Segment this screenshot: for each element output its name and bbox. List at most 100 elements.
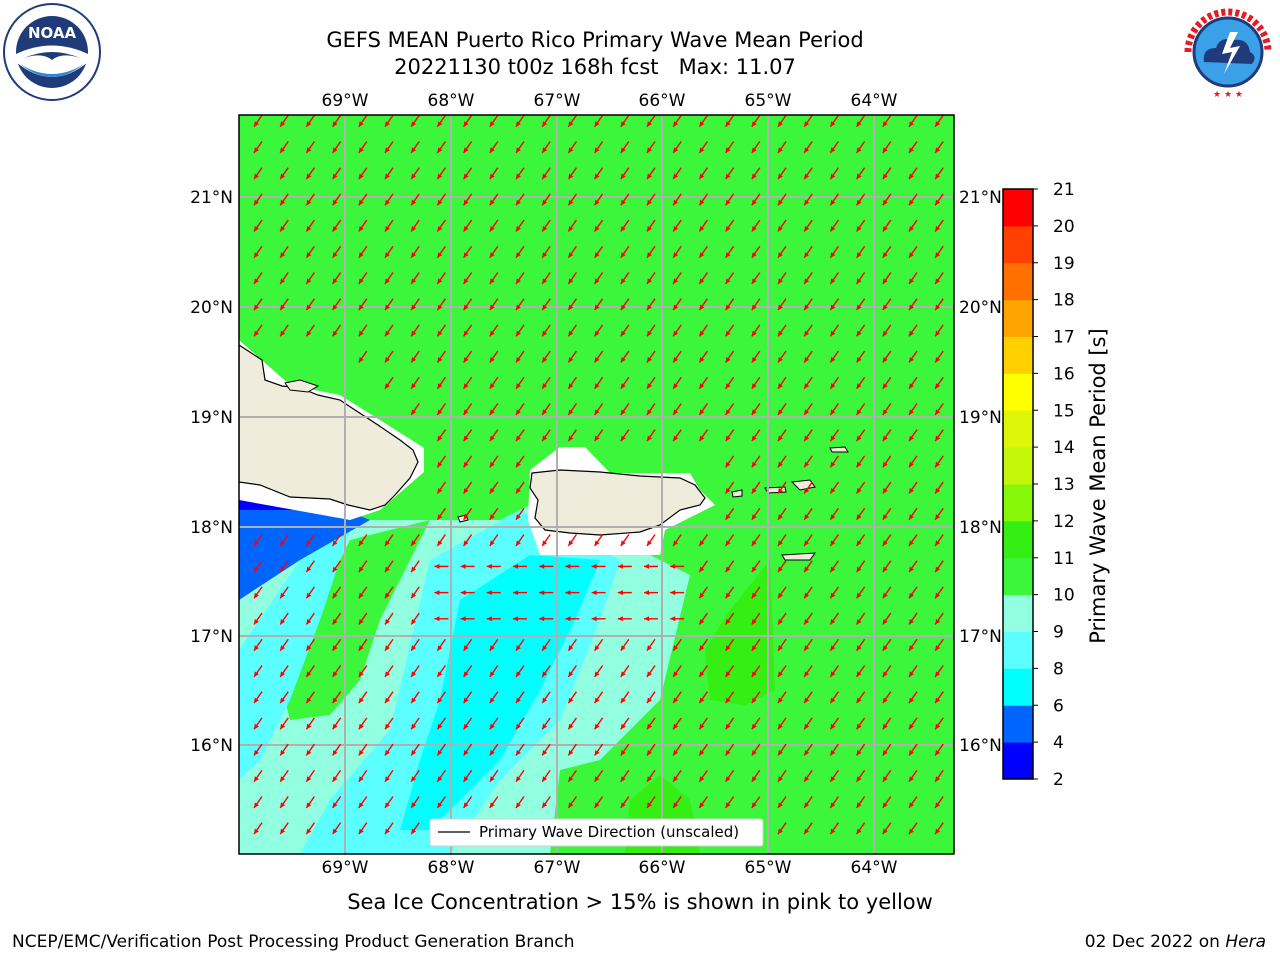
wave-direction-arrow [670, 590, 685, 596]
wave-direction-arrow [305, 691, 315, 704]
wave-direction-arrow [591, 590, 606, 596]
colorbar-segment [1003, 742, 1033, 780]
wave-direction-arrow [332, 769, 342, 783]
wave-direction-arrow [672, 298, 682, 311]
colorbar-segment [1003, 410, 1033, 448]
wave-direction-arrow [410, 350, 420, 363]
wave-direction-arrow [358, 691, 368, 704]
wave-direction-arrow [384, 272, 394, 285]
wave-direction-arrow [332, 245, 342, 259]
wave-direction-arrow [646, 743, 656, 756]
wave-direction-arrow [384, 193, 394, 206]
wave-direction-arrow [934, 507, 944, 521]
wave-direction-arrow [934, 193, 944, 206]
wave-direction-arrow [489, 429, 499, 442]
wave-direction-arrow [567, 403, 577, 416]
wave-direction-arrow [489, 403, 499, 416]
wave-direction-arrow [803, 219, 813, 232]
wave-direction-arrow [882, 245, 892, 259]
wave-direction-arrow [305, 298, 315, 311]
wave-direction-arrow [908, 115, 918, 128]
colorbar-tick-label: 19 [1053, 254, 1075, 274]
wave-direction-arrow [515, 717, 525, 730]
wave-direction-arrow [672, 376, 682, 390]
wave-direction-arrow [672, 245, 682, 259]
wave-direction-arrow [644, 616, 658, 622]
wave-direction-arrow [803, 691, 813, 704]
wave-direction-arrow [620, 796, 630, 809]
wave-direction-arrow [515, 376, 525, 390]
wave-direction-arrow [305, 796, 315, 809]
wave-direction-arrow [829, 141, 839, 154]
wave-direction-arrow [515, 272, 525, 285]
wave-direction-arrow [882, 324, 892, 337]
wave-direction-arrow [463, 219, 473, 232]
wave-direction-arrow [305, 586, 315, 599]
wave-direction-arrow [463, 534, 473, 547]
wave-direction-arrow [515, 245, 525, 259]
lon-tick-label-bottom: 68°W [428, 858, 475, 878]
wave-direction-arrow [253, 245, 263, 259]
wave-direction-arrow [856, 219, 866, 232]
wave-direction-arrow [856, 769, 866, 783]
wave-direction-arrow [620, 272, 630, 285]
wave-direction-arrow [594, 115, 604, 128]
wave-direction-arrow [856, 612, 866, 625]
wave-direction-arrow [751, 455, 761, 468]
lat-labels-left: 21°N 20°N 19°N 18°N 17°N 16°N [190, 188, 233, 756]
wave-direction-arrow [384, 612, 394, 625]
wave-direction-arrow [332, 324, 342, 337]
colorbar-tick-label: 20 [1053, 217, 1075, 237]
wave-direction-arrow [829, 219, 839, 232]
wave-direction-arrow [803, 796, 813, 809]
wave-direction-arrow [513, 563, 527, 569]
wave-direction-arrow [489, 638, 499, 652]
wave-direction-arrow [463, 717, 473, 730]
wave-direction-arrow [279, 167, 289, 180]
wave-direction-arrow [856, 743, 866, 756]
wave-direction-arrow [436, 769, 446, 783]
wave-direction-arrow [829, 245, 839, 259]
wave-direction-arrow [882, 455, 892, 468]
wave-direction-arrow [672, 534, 682, 547]
lat-tick-label-left: 20°N [190, 298, 233, 318]
wave-direction-arrow [829, 743, 839, 756]
wave-direction-arrow [279, 324, 289, 337]
wave-direction-arrow [541, 272, 551, 285]
wave-direction-arrow [620, 769, 630, 783]
wave-direction-arrow [279, 219, 289, 232]
wave-direction-arrow [463, 376, 473, 390]
wave-direction-arrow [305, 612, 315, 625]
wave-direction-arrow [358, 141, 368, 154]
wave-direction-arrow [829, 586, 839, 599]
wave-direction-arrow [777, 507, 787, 521]
wave-direction-arrow [620, 376, 630, 390]
wave-direction-arrow [436, 298, 446, 311]
sea-ice-note: Sea Ice Concentration > 15% is shown in … [347, 890, 933, 914]
wave-direction-arrow [698, 403, 708, 416]
wave-direction-arrow [698, 665, 708, 678]
colorbar-segment [1003, 705, 1033, 743]
wave-direction-arrow [777, 534, 787, 547]
wave-direction-arrow [541, 324, 551, 337]
wave-direction-arrow [594, 796, 604, 809]
wave-direction-arrow [777, 822, 787, 835]
wave-direction-arrow [644, 590, 658, 596]
wave-direction-arrow [646, 272, 656, 285]
wave-direction-arrow [594, 245, 604, 259]
wave-direction-arrow [672, 717, 682, 730]
wave-direction-arrow [384, 586, 394, 599]
wave-direction-arrow [829, 665, 839, 678]
wave-direction-arrow [384, 638, 394, 652]
wave-direction-arrow [829, 769, 839, 783]
wave-direction-arrow [751, 193, 761, 206]
wave-direction-arrow [908, 167, 918, 180]
wave-direction-arrow [515, 298, 525, 311]
wave-direction-arrow [463, 665, 473, 678]
wave-direction-arrow [829, 272, 839, 285]
lon-tick-label-top: 69°W [322, 91, 369, 111]
wave-direction-arrow [594, 769, 604, 783]
wave-direction-arrow [646, 376, 656, 390]
wave-direction-arrow [358, 219, 368, 232]
wave-direction-arrow [384, 167, 394, 180]
